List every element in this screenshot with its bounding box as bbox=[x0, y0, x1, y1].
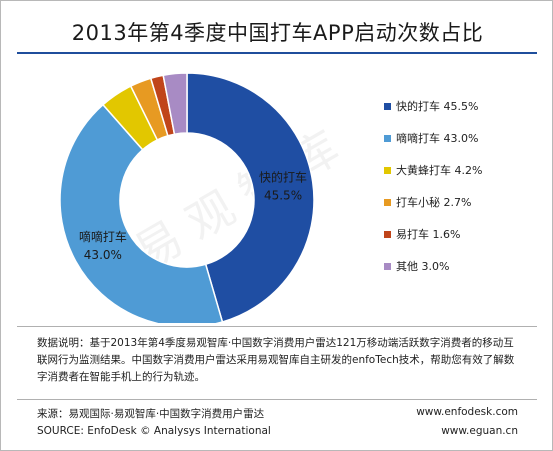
legend-label: 易打车 1.6% bbox=[396, 228, 461, 241]
legend-label: 其他 3.0% bbox=[396, 260, 450, 273]
website-enfodesk: www.enfodesk.com bbox=[416, 406, 518, 418]
slice-value-label: 43.0% bbox=[84, 248, 122, 262]
legend-swatch bbox=[384, 263, 391, 270]
slice-6 bbox=[162, 72, 188, 136]
source-divider bbox=[17, 399, 537, 400]
legend-label: 嘀嘀打车 43.0% bbox=[396, 132, 479, 145]
slice-2 bbox=[59, 103, 224, 323]
title-divider bbox=[17, 52, 537, 54]
website-eguan: www.eguan.cn bbox=[441, 425, 518, 437]
slice-1 bbox=[186, 72, 315, 323]
legend-swatch bbox=[384, 231, 391, 238]
note-divider bbox=[17, 326, 537, 327]
chart-title: 2013年第4季度中国打车APP启动次数占比 bbox=[71, 21, 484, 45]
data-note: 数据说明：基于2013年第4季度易观智库·中国数字消费用户雷达121万移动端活跃… bbox=[37, 337, 515, 383]
source-en: SOURCE: EnfoDesk © Analysys Internationa… bbox=[37, 425, 271, 437]
source-cn: 来源：易观国际·易观智库·中国数字消费用户雷达 bbox=[37, 408, 265, 420]
slice-name-label: 快的打车 bbox=[259, 169, 307, 184]
legend-label: 打车小秘 2.7% bbox=[396, 196, 472, 209]
legend-swatch bbox=[384, 167, 391, 174]
donut-chart: 快的打车 45.5% 嘀嘀打车 43.0% bbox=[59, 72, 315, 323]
legend-label: 快的打车 45.5% bbox=[396, 100, 479, 113]
slice-value-label: 45.5% bbox=[264, 188, 302, 202]
slice-name-label: 嘀嘀打车 bbox=[79, 229, 127, 244]
legend-swatch bbox=[384, 199, 391, 206]
legend-label: 大黄蜂打车 4.2% bbox=[396, 164, 483, 177]
legend-swatch bbox=[384, 135, 391, 142]
legend-swatch bbox=[384, 103, 391, 110]
